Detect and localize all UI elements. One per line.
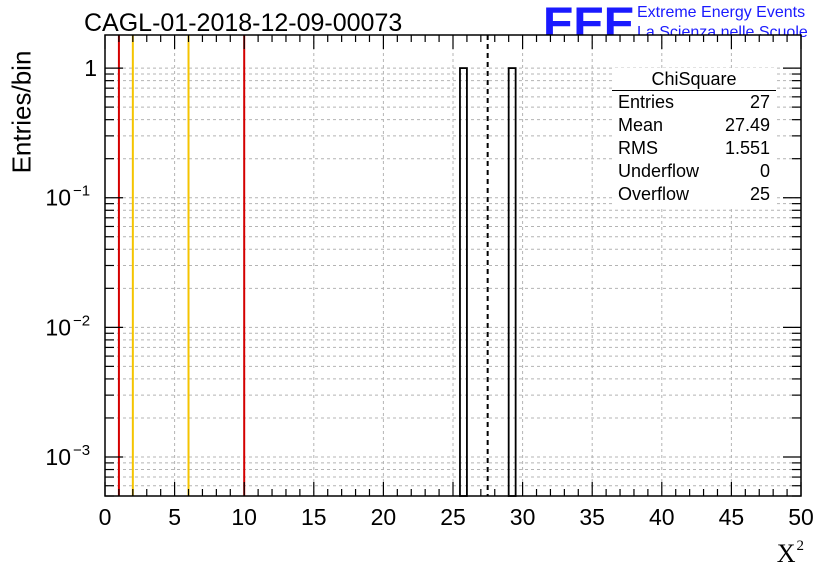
stats-key: Underflow	[618, 161, 700, 181]
x-tick-label: 50	[788, 504, 814, 530]
stats-key: RMS	[618, 138, 658, 158]
stats-value: 27.49	[724, 115, 770, 135]
x-tick-label: 0	[99, 504, 112, 530]
logo-tagline-1: Extreme Energy Events	[637, 4, 806, 21]
stats-box-title: ChiSquare	[651, 69, 737, 89]
stats-box-divider	[612, 90, 776, 91]
y-tick-label: 10	[45, 444, 71, 470]
x-tick-label: 30	[510, 504, 536, 530]
chart-title: CAGL-01-2018-12-09-00073	[84, 9, 403, 37]
y-tick-exponent: −1	[73, 183, 90, 200]
y-tick-label: 10	[45, 314, 71, 340]
x-tick-label: 10	[231, 504, 257, 530]
x-tick-label: 5	[168, 504, 181, 530]
x-axis-label-superscript: 2	[796, 538, 805, 554]
stats-key: Entries	[618, 92, 675, 112]
x-axis-label: X2	[777, 538, 804, 569]
stats-row-overflow: Overflow 25	[618, 184, 770, 207]
y-tick-exponent: −2	[73, 312, 90, 329]
stats-value: 0	[759, 161, 770, 181]
x-tick-label: 40	[649, 504, 675, 530]
y-tick-label: 1	[84, 55, 97, 81]
x-axis-label-symbol: X	[776, 539, 796, 568]
stats-row-entries: Entries 27	[618, 92, 770, 115]
x-tick-label: 15	[301, 504, 327, 530]
y-tick-label: 10	[45, 185, 71, 211]
y-tick-exponent: −3	[73, 442, 90, 459]
stats-value: 1.551	[724, 138, 770, 158]
y-axis-label: Entries/bin	[6, 50, 37, 174]
x-tick-label: 25	[440, 504, 466, 530]
stats-box: ChiSquare Entries 27 Mean 27.49 RMS 1.55…	[612, 68, 776, 208]
x-tick-label: 20	[371, 504, 397, 530]
stats-row-rms: RMS 1.551	[618, 138, 770, 161]
x-tick-label: 35	[579, 504, 605, 530]
stats-key: Overflow	[618, 184, 690, 204]
stats-value: 27	[749, 92, 770, 112]
stats-row-underflow: Underflow 0	[618, 161, 770, 184]
stats-key: Mean	[618, 115, 664, 135]
stats-row-mean: Mean 27.49	[618, 115, 770, 138]
x-tick-label: 45	[719, 504, 745, 530]
stats-value: 25	[749, 184, 770, 204]
